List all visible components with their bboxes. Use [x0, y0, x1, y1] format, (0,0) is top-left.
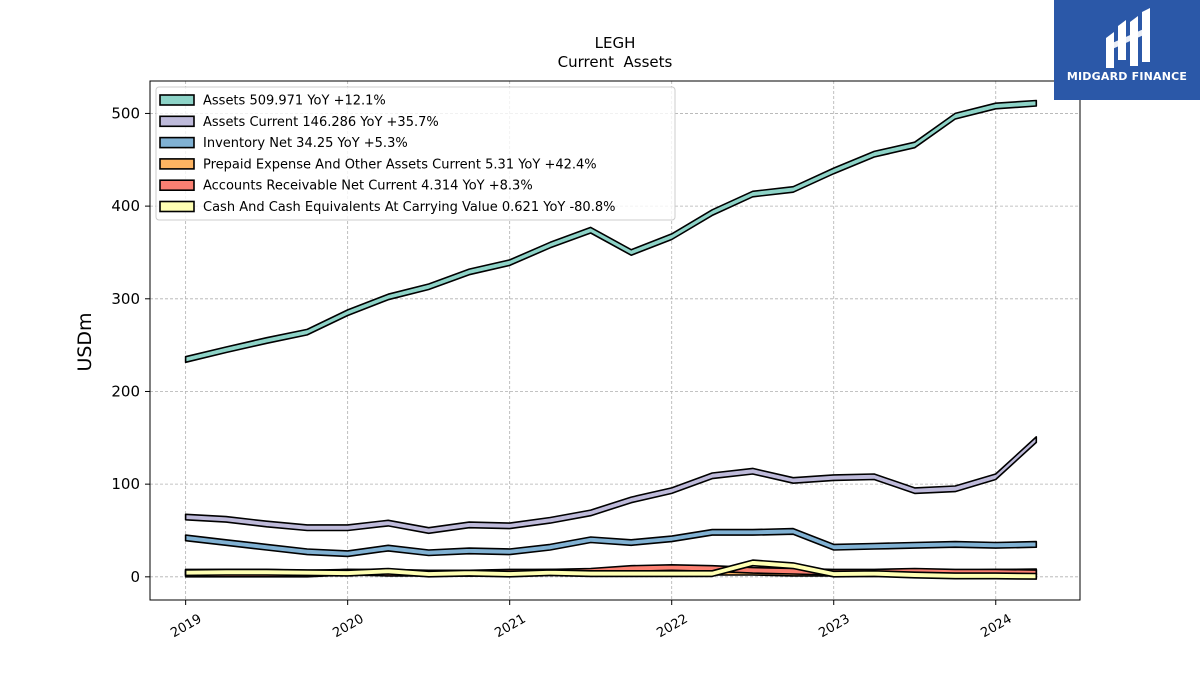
- y-tick-label: 400: [111, 197, 140, 215]
- y-tick-label: 300: [111, 290, 140, 308]
- legend-entry: Inventory Net 34.25 YoY +5.3%: [203, 136, 408, 151]
- x-tick-label: 2024: [978, 612, 1014, 642]
- legend: Assets 509.971 YoY +12.1% Assets Current …: [155, 86, 676, 221]
- legend-entry: Assets Current 146.286 YoY +35.7%: [203, 115, 439, 130]
- x-tick-label: 2020: [330, 612, 366, 642]
- series-band-1: [184, 436, 1038, 535]
- legend-entry: Assets 509.971 YoY +12.1%: [203, 94, 386, 109]
- area-series: [184, 99, 1038, 580]
- legend-entry: Accounts Receivable Net Current 4.314 Yo…: [203, 179, 533, 194]
- legend-frame: [155, 86, 676, 221]
- y-ticks: 0 100 200 300 400 500: [111, 104, 150, 586]
- legend-swatch: [159, 136, 195, 149]
- x-tick-label: 2023: [816, 612, 852, 642]
- legend-swatch: [159, 115, 195, 128]
- chart-subtitle: Current Assets: [558, 53, 673, 71]
- series-band-5: [184, 559, 1038, 580]
- y-tick-label: 500: [111, 104, 140, 122]
- legend-swatch: [159, 94, 195, 106]
- legend-swatch: [159, 158, 195, 170]
- y-axis-label: USDm: [74, 312, 96, 371]
- x-ticks: 2019 2020 2021 2022 2023 2024: [168, 600, 1015, 642]
- plot-frame: [149, 80, 1081, 601]
- midgard-logo-mark: [1106, 8, 1150, 68]
- legend-swatch: [159, 200, 195, 213]
- x-tick-label: 2021: [492, 612, 528, 642]
- legend-entry: Prepaid Expense And Other Assets Current…: [203, 157, 597, 172]
- y-tick-label: 100: [111, 475, 140, 493]
- brand-logo: MIDGARD FINANCE: [1054, 0, 1200, 100]
- x-tick-label: 2022: [654, 612, 690, 642]
- legend-entry: Cash And Cash Equivalents At Carrying Va…: [203, 200, 615, 215]
- x-tick-label: 2019: [168, 612, 204, 642]
- legend-swatch: [159, 179, 195, 191]
- series-band-0: [184, 99, 1038, 364]
- y-tick-label: 200: [111, 382, 140, 400]
- brand-name: MIDGARD FINANCE: [1066, 70, 1188, 83]
- chart-title: LEGH: [595, 34, 636, 52]
- y-tick-label: 0: [130, 568, 140, 586]
- series-band-2: [184, 527, 1038, 558]
